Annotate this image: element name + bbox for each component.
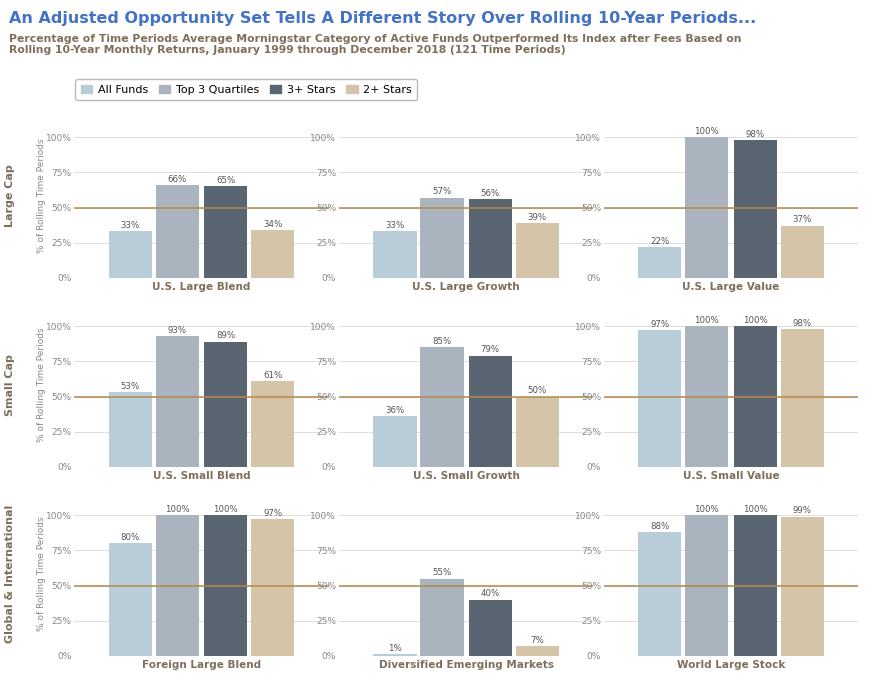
Text: 98%: 98% — [746, 130, 765, 139]
Text: Percentage of Time Periods Average Morningstar Category of Active Funds Outperfo: Percentage of Time Periods Average Morni… — [9, 34, 741, 55]
Text: 55%: 55% — [432, 568, 451, 577]
Text: 53%: 53% — [120, 382, 140, 391]
Text: 100%: 100% — [743, 316, 767, 325]
Text: 79%: 79% — [481, 345, 500, 354]
Text: 88%: 88% — [650, 522, 670, 531]
Bar — [733, 140, 777, 278]
Text: % of Rolling Time Periods: % of Rolling Time Periods — [37, 517, 45, 631]
Bar — [251, 519, 294, 656]
Bar — [685, 326, 728, 467]
Bar — [516, 397, 559, 467]
Text: 100%: 100% — [694, 127, 719, 136]
Text: 1%: 1% — [388, 644, 402, 653]
Bar — [251, 381, 294, 467]
Bar — [780, 517, 824, 656]
Text: An Adjusted Opportunity Set Tells A Different Story Over Rolling 10-Year Periods: An Adjusted Opportunity Set Tells A Diff… — [9, 10, 756, 25]
X-axis label: U.S. Small Blend: U.S. Small Blend — [153, 471, 251, 481]
Bar — [374, 654, 416, 656]
Text: 50%: 50% — [528, 386, 547, 395]
Bar — [733, 515, 777, 656]
Bar — [516, 223, 559, 278]
X-axis label: Foreign Large Blend: Foreign Large Blend — [141, 660, 261, 670]
Bar — [108, 543, 152, 656]
Legend: All Funds, Top 3 Quartiles, 3+ Stars, 2+ Stars: All Funds, Top 3 Quartiles, 3+ Stars, 2+… — [75, 79, 417, 100]
Text: 56%: 56% — [481, 189, 500, 197]
Text: 36%: 36% — [385, 406, 404, 415]
Text: 100%: 100% — [213, 505, 238, 514]
Bar — [374, 232, 416, 278]
X-axis label: U.S. Large Value: U.S. Large Value — [683, 282, 780, 292]
Bar — [516, 646, 559, 656]
X-axis label: U.S. Small Growth: U.S. Small Growth — [413, 471, 519, 481]
Bar — [685, 515, 728, 656]
Text: 97%: 97% — [263, 509, 282, 518]
Text: % of Rolling Time Periods: % of Rolling Time Periods — [37, 328, 45, 442]
Text: 100%: 100% — [165, 505, 189, 514]
Text: 65%: 65% — [216, 176, 235, 185]
Bar — [421, 347, 464, 467]
Text: 7%: 7% — [531, 636, 544, 645]
Text: 80%: 80% — [120, 533, 140, 542]
Text: 100%: 100% — [694, 505, 719, 514]
Bar — [685, 137, 728, 278]
Text: 39%: 39% — [528, 213, 547, 222]
Bar — [638, 247, 682, 278]
Bar — [204, 342, 247, 467]
Bar — [421, 197, 464, 278]
Text: 100%: 100% — [743, 505, 767, 514]
Text: 97%: 97% — [650, 320, 670, 329]
Text: 33%: 33% — [385, 221, 404, 230]
Text: 98%: 98% — [793, 318, 812, 328]
Bar — [204, 515, 247, 656]
Bar — [733, 326, 777, 467]
Text: 66%: 66% — [168, 175, 187, 183]
Bar — [155, 185, 199, 278]
Bar — [780, 329, 824, 467]
Text: 99%: 99% — [793, 506, 812, 515]
Text: 61%: 61% — [263, 371, 282, 379]
Bar — [469, 600, 512, 656]
Text: % of Rolling Time Periods: % of Rolling Time Periods — [37, 139, 45, 253]
Bar — [108, 393, 152, 467]
Text: 33%: 33% — [120, 221, 140, 230]
X-axis label: U.S. Large Growth: U.S. Large Growth — [412, 282, 520, 292]
Text: 34%: 34% — [263, 220, 282, 229]
Bar — [108, 232, 152, 278]
Bar — [204, 186, 247, 278]
X-axis label: U.S. Small Value: U.S. Small Value — [683, 471, 780, 481]
Bar — [469, 199, 512, 278]
Text: 57%: 57% — [432, 188, 451, 196]
Text: 37%: 37% — [793, 216, 812, 225]
Bar — [638, 532, 682, 656]
Bar — [780, 226, 824, 278]
Text: 85%: 85% — [432, 337, 451, 346]
Text: Small Cap: Small Cap — [5, 354, 16, 416]
X-axis label: World Large Stock: World Large Stock — [677, 660, 785, 670]
Bar — [469, 356, 512, 467]
Bar — [155, 515, 199, 656]
Text: 22%: 22% — [650, 237, 670, 246]
Text: Large Cap: Large Cap — [5, 164, 16, 228]
Text: 40%: 40% — [481, 589, 500, 598]
X-axis label: U.S. Large Blend: U.S. Large Blend — [152, 282, 251, 292]
Bar — [374, 416, 416, 467]
Bar — [155, 336, 199, 467]
Text: 89%: 89% — [216, 331, 235, 340]
Bar — [421, 579, 464, 656]
Bar — [251, 230, 294, 278]
X-axis label: Diversified Emerging Markets: Diversified Emerging Markets — [379, 660, 553, 670]
Bar — [638, 330, 682, 467]
Text: 100%: 100% — [694, 316, 719, 325]
Text: 93%: 93% — [168, 326, 187, 335]
Text: Global & International: Global & International — [5, 505, 16, 643]
